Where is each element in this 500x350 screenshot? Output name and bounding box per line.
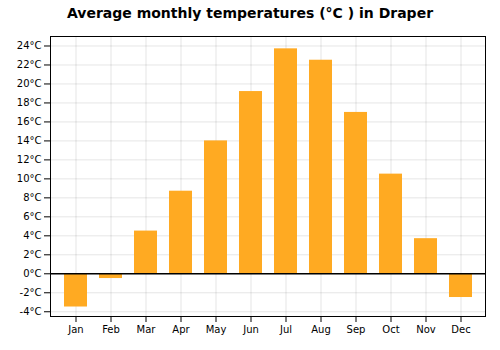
svg-text:Jun: Jun bbox=[242, 324, 259, 335]
svg-text:Nov: Nov bbox=[416, 324, 436, 335]
svg-text:-4°C: -4°C bbox=[20, 306, 42, 317]
svg-text:14°C: 14°C bbox=[17, 135, 42, 146]
svg-text:Aug: Aug bbox=[311, 324, 331, 335]
svg-text:-2°C: -2°C bbox=[20, 287, 42, 298]
svg-text:18°C: 18°C bbox=[17, 97, 42, 108]
svg-text:Sep: Sep bbox=[347, 324, 366, 335]
svg-text:16°C: 16°C bbox=[17, 116, 42, 127]
svg-text:20°C: 20°C bbox=[17, 78, 42, 89]
svg-text:Jul: Jul bbox=[279, 324, 292, 335]
svg-text:Oct: Oct bbox=[382, 324, 399, 335]
svg-text:8°C: 8°C bbox=[23, 192, 41, 203]
html-text:Average monthly temperatures (: Average monthly temperatures (°C ) in Dr… bbox=[67, 5, 433, 21]
svg-text:May: May bbox=[206, 324, 227, 335]
svg-text:10°C: 10°C bbox=[17, 173, 42, 184]
svg-text:4°C: 4°C bbox=[23, 230, 41, 241]
svg-text:Dec: Dec bbox=[451, 324, 470, 335]
svg-text:12°C: 12°C bbox=[17, 154, 42, 165]
svg-text:0°C: 0°C bbox=[23, 268, 41, 279]
svg-text:Apr: Apr bbox=[172, 324, 190, 335]
svg-text:2°C: 2°C bbox=[23, 249, 41, 260]
svg-text:Jan: Jan bbox=[67, 324, 83, 335]
svg-text:22°C: 22°C bbox=[17, 59, 42, 70]
svg-text:Feb: Feb bbox=[102, 324, 120, 335]
svg-text:24°C: 24°C bbox=[17, 40, 42, 51]
svg-text:Mar: Mar bbox=[137, 324, 157, 335]
svg-text:6°C: 6°C bbox=[23, 211, 41, 222]
